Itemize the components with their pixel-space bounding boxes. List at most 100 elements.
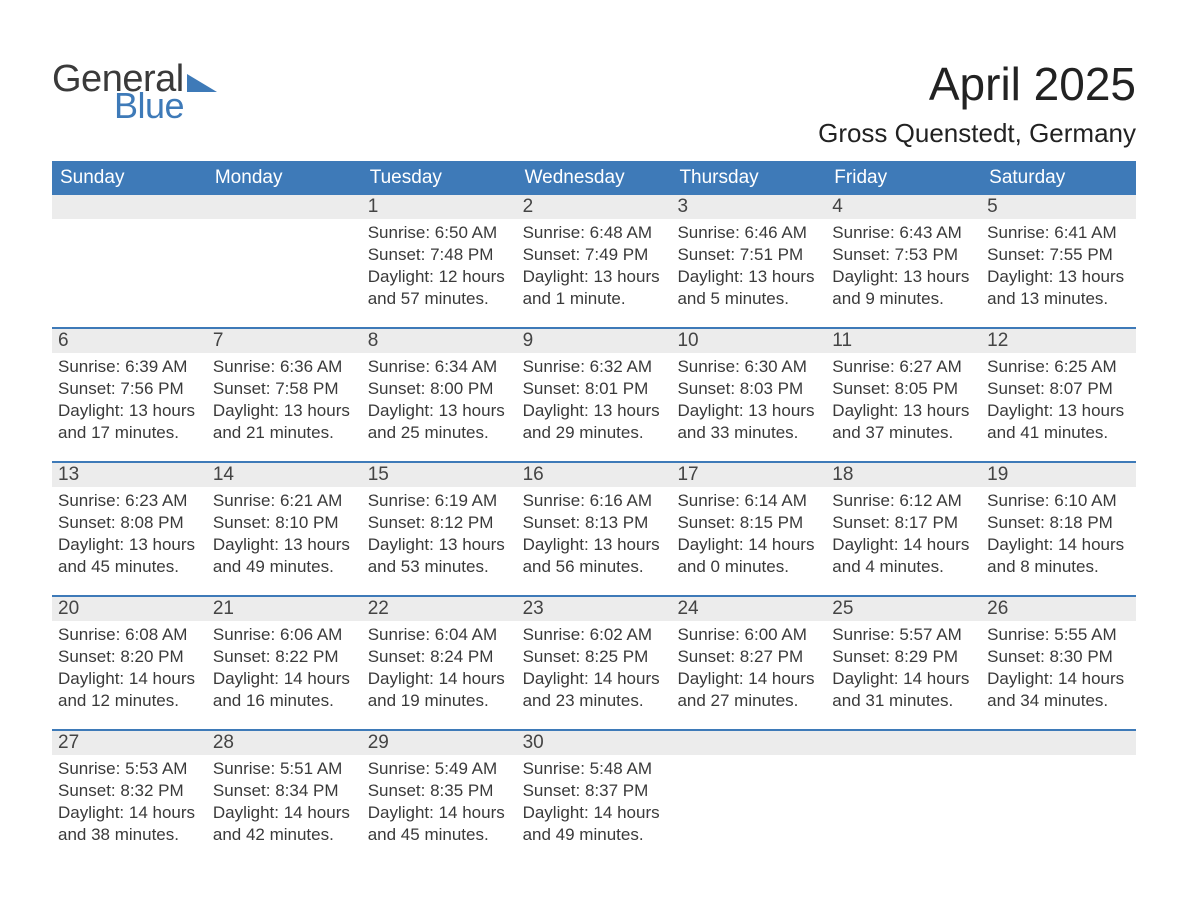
day-number: 24 — [671, 597, 826, 621]
sunset-line: Sunset: 7:55 PM — [987, 244, 1130, 266]
daylight-line-2: and 0 minutes. — [677, 556, 820, 578]
day-cell: Sunrise: 5:49 AMSunset: 8:35 PMDaylight:… — [362, 755, 517, 845]
day-number: . — [207, 195, 362, 219]
daylight-line-2: and 42 minutes. — [213, 824, 356, 846]
week-row: 13141516171819Sunrise: 6:23 AMSunset: 8:… — [52, 461, 1136, 595]
week-body-row: Sunrise: 6:23 AMSunset: 8:08 PMDaylight:… — [52, 487, 1136, 595]
sunrise-line: Sunrise: 6:10 AM — [987, 490, 1130, 512]
sunset-line: Sunset: 8:20 PM — [58, 646, 201, 668]
daylight-line-2: and 4 minutes. — [832, 556, 975, 578]
day-cell: Sunrise: 6:25 AMSunset: 8:07 PMDaylight:… — [981, 353, 1136, 443]
daylight-line-1: Daylight: 13 hours — [677, 400, 820, 422]
week-body-row: Sunrise: 6:08 AMSunset: 8:20 PMDaylight:… — [52, 621, 1136, 729]
sunset-line: Sunset: 8:15 PM — [677, 512, 820, 534]
sunset-line: Sunset: 8:32 PM — [58, 780, 201, 802]
day-cell — [981, 755, 1136, 845]
daylight-line-1: Daylight: 14 hours — [987, 668, 1130, 690]
day-number: 29 — [362, 731, 517, 755]
day-number: 6 — [52, 329, 207, 353]
day-number: 12 — [981, 329, 1136, 353]
day-cell: Sunrise: 6:06 AMSunset: 8:22 PMDaylight:… — [207, 621, 362, 711]
calendar-grid: Sunday Monday Tuesday Wednesday Thursday… — [52, 161, 1136, 863]
daylight-line-2: and 37 minutes. — [832, 422, 975, 444]
sunset-line: Sunset: 8:03 PM — [677, 378, 820, 400]
sunset-line: Sunset: 8:10 PM — [213, 512, 356, 534]
daylight-line-2: and 9 minutes. — [832, 288, 975, 310]
day-cell: Sunrise: 6:12 AMSunset: 8:17 PMDaylight:… — [826, 487, 981, 577]
sunrise-line: Sunrise: 6:16 AM — [523, 490, 666, 512]
daylight-line-1: Daylight: 14 hours — [213, 802, 356, 824]
day-cell: Sunrise: 5:51 AMSunset: 8:34 PMDaylight:… — [207, 755, 362, 845]
day-cell: Sunrise: 6:19 AMSunset: 8:12 PMDaylight:… — [362, 487, 517, 577]
week-body-row: Sunrise: 6:39 AMSunset: 7:56 PMDaylight:… — [52, 353, 1136, 461]
week-row: 6789101112Sunrise: 6:39 AMSunset: 7:56 P… — [52, 327, 1136, 461]
daylight-line-1: Daylight: 13 hours — [677, 266, 820, 288]
daylight-line-1: Daylight: 13 hours — [213, 400, 356, 422]
daylight-line-2: and 21 minutes. — [213, 422, 356, 444]
day-number: 1 — [362, 195, 517, 219]
daylight-line-1: Daylight: 14 hours — [58, 668, 201, 690]
sunset-line: Sunset: 8:24 PM — [368, 646, 511, 668]
day-number: 22 — [362, 597, 517, 621]
sunrise-line: Sunrise: 5:55 AM — [987, 624, 1130, 646]
day-cell: Sunrise: 6:48 AMSunset: 7:49 PMDaylight:… — [517, 219, 672, 309]
day-cell: Sunrise: 5:53 AMSunset: 8:32 PMDaylight:… — [52, 755, 207, 845]
day-cell: Sunrise: 6:04 AMSunset: 8:24 PMDaylight:… — [362, 621, 517, 711]
daylight-line-1: Daylight: 14 hours — [677, 668, 820, 690]
day-number: . — [52, 195, 207, 219]
sunset-line: Sunset: 7:58 PM — [213, 378, 356, 400]
day-number: 27 — [52, 731, 207, 755]
daylight-line-2: and 53 minutes. — [368, 556, 511, 578]
daylight-line-2: and 33 minutes. — [677, 422, 820, 444]
daylight-line-2: and 1 minute. — [523, 288, 666, 310]
sunrise-line: Sunrise: 6:00 AM — [677, 624, 820, 646]
day-cell: Sunrise: 6:34 AMSunset: 8:00 PMDaylight:… — [362, 353, 517, 443]
sunrise-line: Sunrise: 6:21 AM — [213, 490, 356, 512]
day-cell: Sunrise: 6:14 AMSunset: 8:15 PMDaylight:… — [671, 487, 826, 577]
day-cell: Sunrise: 5:48 AMSunset: 8:37 PMDaylight:… — [517, 755, 672, 845]
day-cell — [671, 755, 826, 845]
sunset-line: Sunset: 8:25 PM — [523, 646, 666, 668]
sunrise-line: Sunrise: 6:32 AM — [523, 356, 666, 378]
daylight-line-1: Daylight: 14 hours — [832, 668, 975, 690]
daylight-line-2: and 31 minutes. — [832, 690, 975, 712]
sunrise-line: Sunrise: 6:19 AM — [368, 490, 511, 512]
sunrise-line: Sunrise: 6:48 AM — [523, 222, 666, 244]
sunset-line: Sunset: 8:00 PM — [368, 378, 511, 400]
day-cell: Sunrise: 6:32 AMSunset: 8:01 PMDaylight:… — [517, 353, 672, 443]
daylight-line-1: Daylight: 14 hours — [213, 668, 356, 690]
week-row: ..12345Sunrise: 6:50 AMSunset: 7:48 PMDa… — [52, 195, 1136, 327]
sunset-line: Sunset: 8:30 PM — [987, 646, 1130, 668]
month-title: April 2025 — [818, 60, 1136, 108]
day-number: 11 — [826, 329, 981, 353]
sunrise-line: Sunrise: 6:23 AM — [58, 490, 201, 512]
day-cell: Sunrise: 6:41 AMSunset: 7:55 PMDaylight:… — [981, 219, 1136, 309]
sunrise-line: Sunrise: 6:43 AM — [832, 222, 975, 244]
day-cell: Sunrise: 6:39 AMSunset: 7:56 PMDaylight:… — [52, 353, 207, 443]
day-number: 17 — [671, 463, 826, 487]
sunset-line: Sunset: 7:49 PM — [523, 244, 666, 266]
sunset-line: Sunset: 8:12 PM — [368, 512, 511, 534]
day-number: 18 — [826, 463, 981, 487]
sunset-line: Sunset: 8:18 PM — [987, 512, 1130, 534]
day-cell: Sunrise: 6:43 AMSunset: 7:53 PMDaylight:… — [826, 219, 981, 309]
sunrise-line: Sunrise: 6:50 AM — [368, 222, 511, 244]
sunrise-line: Sunrise: 6:06 AM — [213, 624, 356, 646]
day-cell: Sunrise: 6:30 AMSunset: 8:03 PMDaylight:… — [671, 353, 826, 443]
sunrise-line: Sunrise: 5:53 AM — [58, 758, 201, 780]
daylight-line-1: Daylight: 13 hours — [368, 400, 511, 422]
sunrise-line: Sunrise: 6:36 AM — [213, 356, 356, 378]
sunrise-line: Sunrise: 6:30 AM — [677, 356, 820, 378]
day-number: 19 — [981, 463, 1136, 487]
daylight-line-2: and 12 minutes. — [58, 690, 201, 712]
sunrise-line: Sunrise: 6:04 AM — [368, 624, 511, 646]
week-body-row: Sunrise: 5:53 AMSunset: 8:32 PM Daylight:… — [52, 755, 1136, 863]
day-number-strip: 27282930... — [52, 731, 1136, 755]
sunrise-line: Sunrise: 6:41 AM — [987, 222, 1130, 244]
daylight-line-1: Daylight: 13 hours — [987, 400, 1130, 422]
sunset-line: Sunset: 8:27 PM — [677, 646, 820, 668]
daylight-line-2: and 8 minutes. — [987, 556, 1130, 578]
daylight-line-1: Daylight: 13 hours — [523, 534, 666, 556]
day-number: 9 — [517, 329, 672, 353]
day-number: 3 — [671, 195, 826, 219]
